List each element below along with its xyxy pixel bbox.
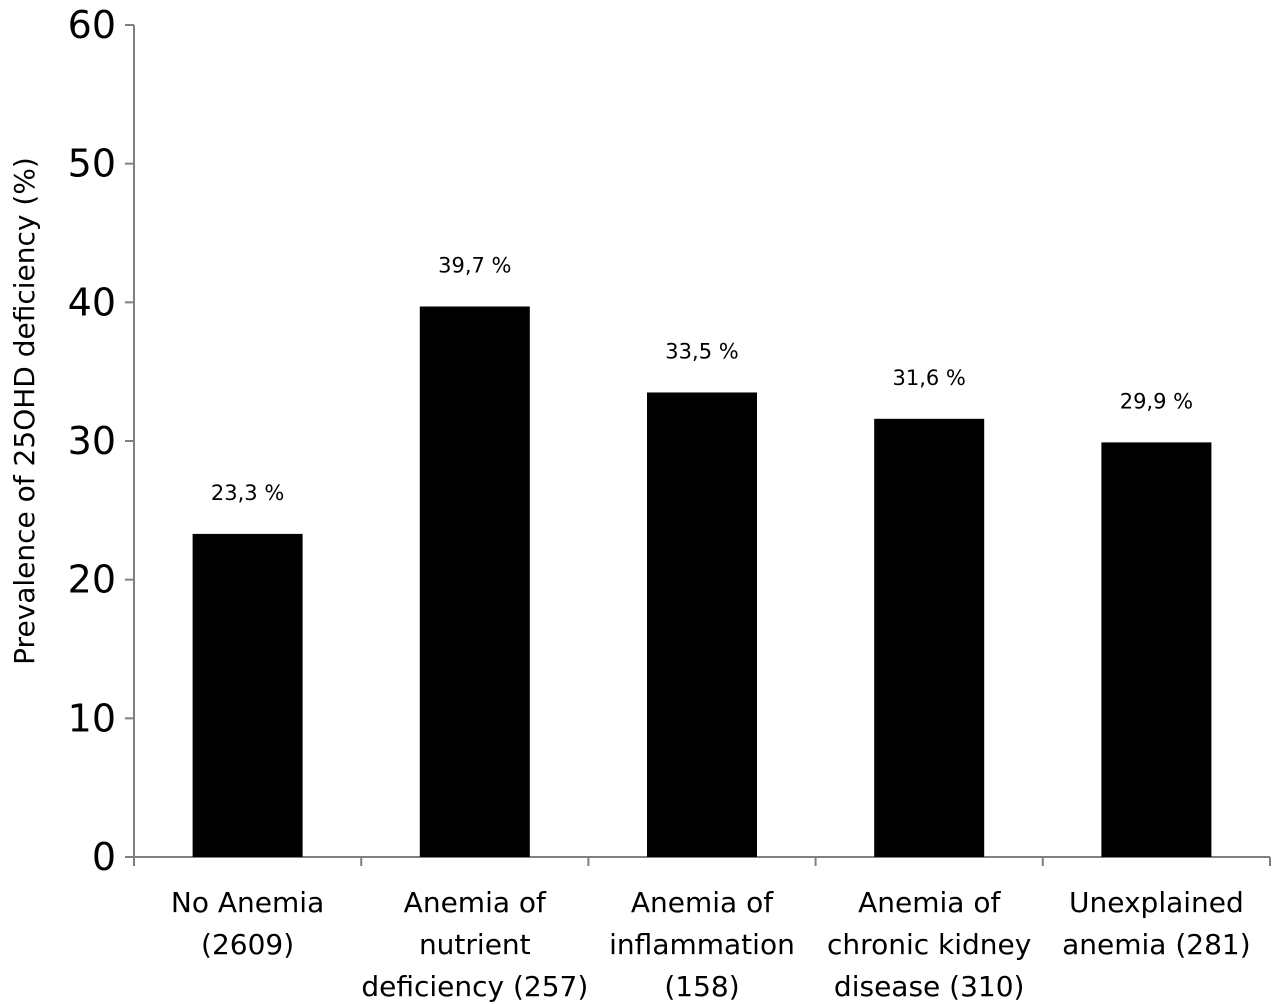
bar [874, 418, 985, 857]
bar [192, 533, 303, 857]
category-labels: No Anemia (2609) Anemia of nutrient deficien… [171, 886, 1251, 1003]
category-label-line: anemia (281) [1062, 928, 1251, 961]
y-tick-label: 60 [68, 3, 116, 47]
y-tick-label: 0 [92, 835, 116, 879]
y-tick-label: 50 [68, 142, 116, 186]
category-label-line: Anemia of [858, 886, 1001, 919]
bar [1101, 442, 1212, 857]
category-label-line: inflammation [609, 928, 795, 961]
category-label-line: (158) [664, 970, 739, 1003]
category-label-line: chronic kidney [827, 928, 1031, 961]
category-label-line: Anemia of [404, 886, 547, 919]
category-label-line: Anemia of [631, 886, 774, 919]
category-label-line: disease (310) [834, 970, 1025, 1003]
bar-value-label: 33,5 % [665, 339, 738, 363]
y-axis: 0 10 20 30 40 50 60 [68, 3, 135, 879]
bar-value-label: 29,9 % [1120, 389, 1193, 413]
x-axis [133, 856, 1271, 866]
bar-value-label: 23,3 % [211, 481, 284, 505]
bars [192, 306, 1212, 857]
y-tick-label: 10 [68, 696, 116, 740]
bar-value-label: 31,6 % [893, 366, 966, 390]
category-label-line: deficiency (257) [361, 970, 588, 1003]
category-label-line: (2609) [201, 928, 294, 961]
category-label-line: Unexplained [1069, 886, 1244, 919]
bar [647, 392, 757, 857]
bar-value-label: 39,7 % [438, 253, 511, 277]
y-tick-label: 20 [68, 558, 116, 602]
y-tick-label: 40 [68, 280, 116, 324]
category-label-line: nutrient [419, 928, 531, 961]
data-labels: 23,3 % 39,7 % 33,5 % 31,6 % 29,9 % [211, 253, 1193, 504]
y-axis-title: Prevalence of 25OHD deficiency (%) [8, 157, 41, 665]
y-tick-label: 30 [68, 419, 116, 463]
bar [419, 306, 530, 857]
category-label-line: No Anemia [171, 886, 324, 919]
